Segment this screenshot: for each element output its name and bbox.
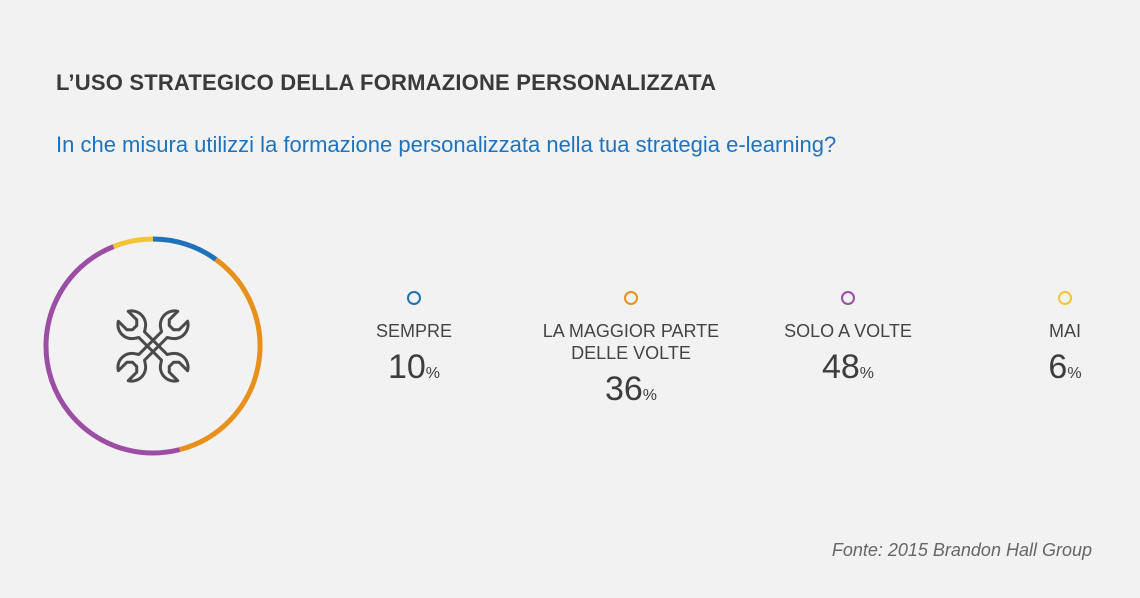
legend-value: 6%	[965, 347, 1140, 394]
legend-ring-icon	[407, 291, 421, 305]
chart-subtitle: In che misura utilizzi la formazione per…	[56, 132, 837, 157]
legend-value-number: 6	[1048, 348, 1068, 386]
legend-item-mai: MAI 6%	[965, 291, 1140, 394]
crossed-wrenches-icon	[116, 309, 190, 383]
donut-slices	[43, 236, 263, 456]
legend-label: SOLO A VOLTE	[784, 321, 912, 341]
chart-title: L’USO STRATEGICO DELLA FORMAZIONE PERSON…	[56, 70, 717, 95]
legend-ring-icon	[841, 291, 855, 305]
legend-value-unit: %	[1067, 365, 1082, 382]
legend-value-number: 10	[387, 348, 426, 386]
legend-label: SEMPRE	[375, 321, 453, 341]
legend-value-number: 36	[604, 370, 643, 408]
legend-item-sempre: SEMPRE 10%	[314, 291, 514, 394]
source-note: Fonte: 2015 Brandon Hall Group	[831, 540, 1092, 560]
legend-value: 36%	[531, 369, 731, 416]
legend-value-unit: %	[425, 365, 441, 382]
donut-slice-solo-a-volte	[43, 244, 181, 456]
legend-ring-icon	[624, 291, 638, 305]
legend-value: 48%	[748, 347, 948, 394]
legend-ring-icon	[1058, 291, 1072, 305]
legend-value-unit: %	[859, 365, 875, 382]
donut-chart	[43, 236, 263, 456]
donut-slice-sempre	[152, 236, 218, 262]
legend-value-number: 48	[821, 348, 860, 386]
legend-item-solo-a-volte: SOLO A VOLTE 48%	[748, 291, 948, 394]
legend-label: MAI	[1048, 321, 1081, 341]
legend-value: 10%	[314, 347, 514, 394]
donut-slice-mai	[112, 236, 154, 249]
legend-label: LA MAGGIOR PARTE DELLE VOLTE	[542, 321, 720, 363]
legend-value-unit: %	[642, 387, 658, 404]
donut-slice-maggior-parte	[178, 257, 263, 453]
legend-item-maggior-parte: LA MAGGIOR PARTE DELLE VOLTE 36%	[531, 291, 731, 416]
